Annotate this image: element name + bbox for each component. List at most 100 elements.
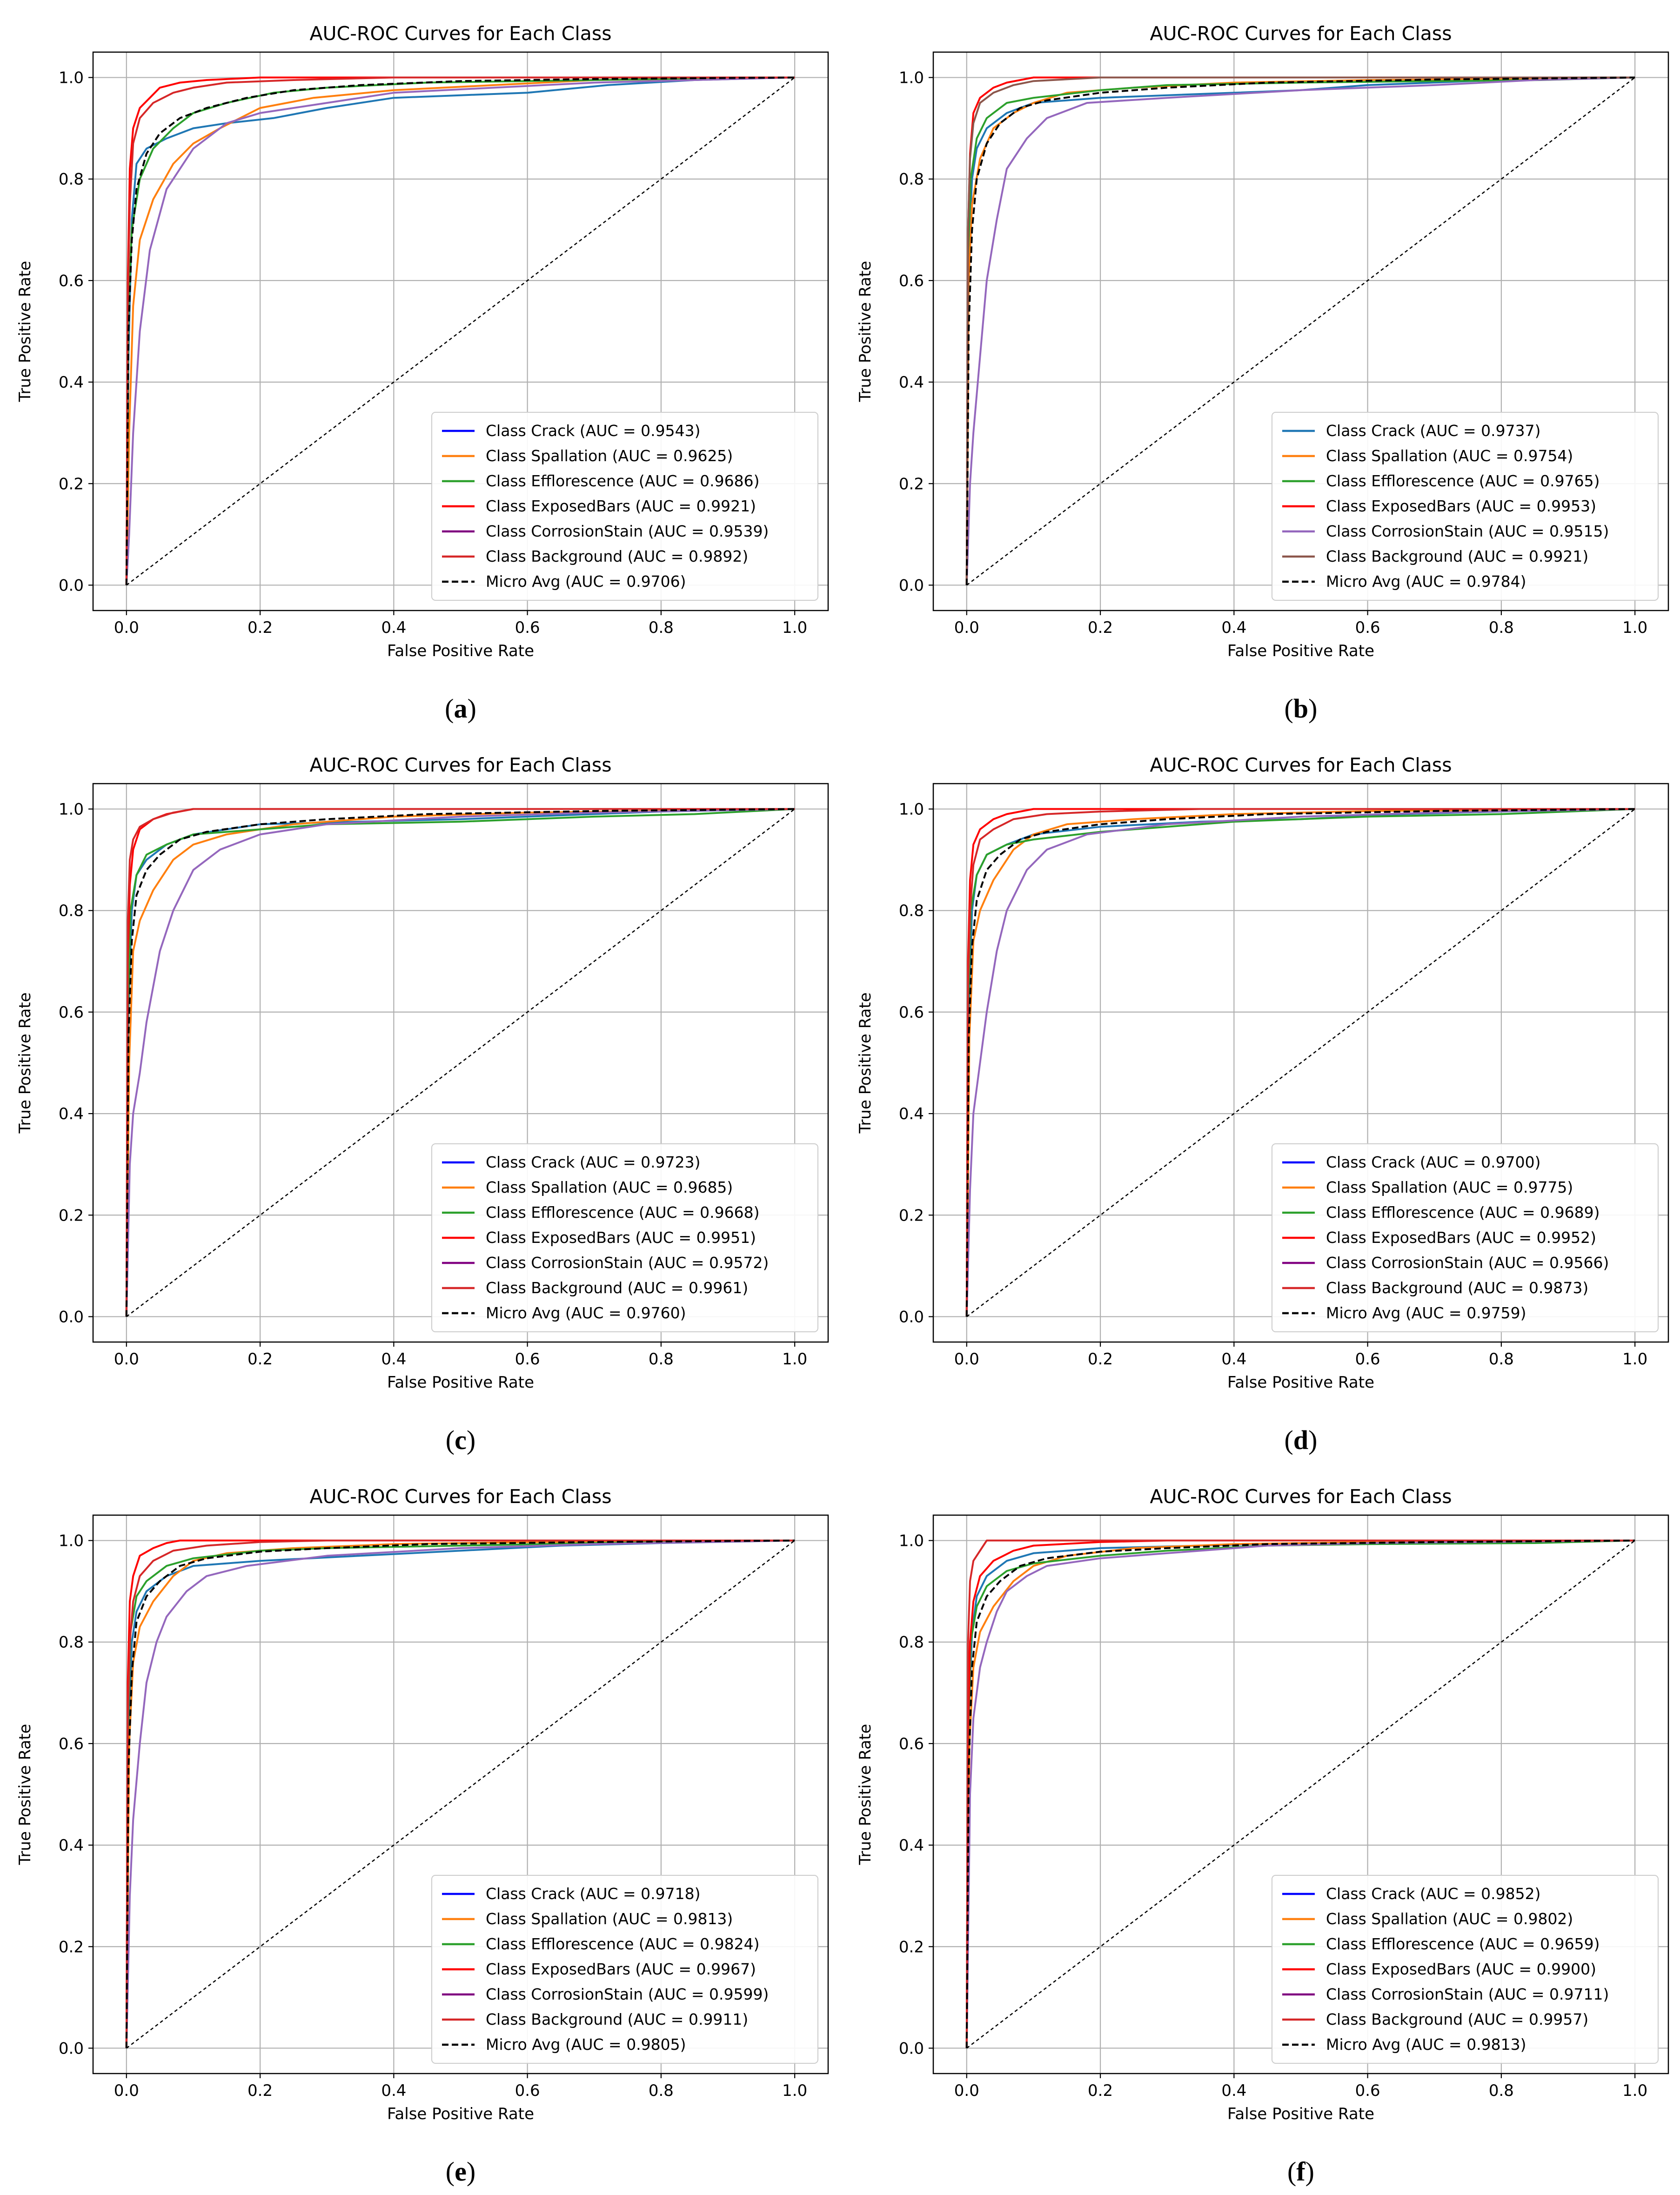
roc-curve-7 <box>125 1539 795 2048</box>
legend-label: Class Background (AUC = 0.9911) <box>486 2010 748 2028</box>
x-tick-label: 0.0 <box>114 1350 139 1369</box>
roc-curve-5 <box>125 808 795 1317</box>
y-tick-label: 0.4 <box>899 373 924 392</box>
y-tick-label: 1.0 <box>59 800 84 819</box>
y-tick-label: 0.2 <box>899 1206 924 1225</box>
series-group <box>125 808 795 1317</box>
chance-diagonal-line <box>966 808 1635 1317</box>
series-group <box>965 1539 1635 2049</box>
legend-label: Class Background (AUC = 0.9961) <box>486 1279 748 1297</box>
y-tick-label: 0.0 <box>899 2039 924 2058</box>
legend: Class Crack (AUC = 0.9723) Class Spallati… <box>431 1143 818 1332</box>
y-tick-label: 0.6 <box>59 1003 84 1022</box>
legend-box <box>1272 1143 1659 1332</box>
roc-chart-svg: AUC-ROC Curves for Each Class 0.0 0.2 0.4 0.… <box>16 22 829 724</box>
y-tick-label: 1.0 <box>899 69 924 87</box>
x-tick-label: 0.8 <box>1489 618 1514 637</box>
x-tick-label: 0.6 <box>515 1350 540 1369</box>
axes-frame <box>932 783 1669 1343</box>
roc-chart-svg: AUC-ROC Curves for Each Class 0.0 0.2 0.4 0.… <box>16 754 829 1455</box>
legend-label: Micro Avg (AUC = 0.9813) <box>1326 2035 1526 2054</box>
chart-panel-e: AUC-ROC Curves for Each Class 0.0 0.2 0.4 0.… <box>0 1463 840 2195</box>
roc-curve-6 <box>125 808 795 1317</box>
chart-title: AUC-ROC Curves for Each Class <box>1150 754 1452 776</box>
x-axis-label: False Positive Rate <box>387 642 534 660</box>
chart-panel-a: AUC-ROC Curves for Each Class 0.0 0.2 0.4 0.… <box>0 0 840 732</box>
legend-label: Class Crack (AUC = 0.9718) <box>486 1885 701 1903</box>
y-axis-label: True Positive Rate <box>16 993 34 1134</box>
legend-label: Class CorrosionStain (AUC = 0.9711) <box>1326 1985 1609 2003</box>
series-group <box>965 76 1635 586</box>
roc-curve-5 <box>965 808 1635 1317</box>
roc-curve-5 <box>125 76 795 585</box>
legend-label: Micro Avg (AUC = 0.9784) <box>1326 572 1526 591</box>
legend-label: Class Crack (AUC = 0.9543) <box>486 422 701 440</box>
legend-label: Class CorrosionStain (AUC = 0.9515) <box>1326 522 1609 540</box>
y-tick-label: 0.6 <box>899 1735 924 1753</box>
axes-frame <box>92 1514 829 2074</box>
y-tick-label: 0.2 <box>59 475 84 493</box>
legend: Class Crack (AUC = 0.9737) Class Spallati… <box>1272 412 1659 601</box>
x-tick-label: 0.8 <box>1489 1350 1514 1369</box>
legend-label: Class Background (AUC = 0.9957) <box>1326 2010 1588 2028</box>
roc-curve-5 <box>965 76 1635 585</box>
x-tick-label: 0.4 <box>1221 2081 1246 2100</box>
panel-caption-letter: d <box>1293 1425 1308 1455</box>
roc-curve-4 <box>125 1539 795 2048</box>
legend: Class Crack (AUC = 0.9700) Class Spallati… <box>1272 1143 1659 1332</box>
y-tick-label: 0.2 <box>59 1938 84 1956</box>
x-tick-label: 0.6 <box>515 2081 540 2100</box>
legend: Class Crack (AUC = 0.9718) Class Spallati… <box>431 1875 818 2064</box>
roc-curve-3 <box>965 76 1635 585</box>
legend-label: Class Spallation (AUC = 0.9625) <box>486 447 733 465</box>
y-tick-label: 1.0 <box>59 69 84 87</box>
panel-caption: (b) <box>1285 693 1318 724</box>
y-tick-label: 0.0 <box>899 1308 924 1326</box>
axes-frame <box>932 1514 1669 2074</box>
chance-diagonal-line <box>126 77 795 586</box>
y-tick-label: 0.0 <box>59 1308 84 1326</box>
x-axis-label: False Positive Rate <box>1227 642 1374 660</box>
x-tick-label: 0.2 <box>1088 1350 1113 1369</box>
legend-label: Class Crack (AUC = 0.9723) <box>486 1153 701 1171</box>
x-tick-label: 0.2 <box>248 618 273 637</box>
x-tick-label: 0.2 <box>248 1350 273 1369</box>
series-group <box>965 808 1635 1317</box>
roc-curve-6 <box>965 76 1635 585</box>
x-tick-label: 0.8 <box>649 2081 674 2100</box>
x-tick-label: 0.2 <box>248 2081 273 2100</box>
y-tick-label: 1.0 <box>899 800 924 819</box>
y-tick-label: 0.4 <box>59 373 84 392</box>
x-tick-label: 0.6 <box>515 618 540 637</box>
x-tick-label: 0.0 <box>114 2081 139 2100</box>
x-tick-label: 0.0 <box>954 618 979 637</box>
roc-curve-6 <box>125 1539 795 2048</box>
legend-label: Micro Avg (AUC = 0.9760) <box>486 1304 686 1322</box>
y-tick-label: 0.8 <box>59 170 84 189</box>
y-tick-label: 0.8 <box>59 902 84 920</box>
y-axis-label: True Positive Rate <box>856 261 875 403</box>
x-tick-label: 1.0 <box>782 1350 807 1369</box>
x-tick-label: 0.4 <box>1221 1350 1246 1369</box>
chart-panel-f: AUC-ROC Curves for Each Class 0.0 0.2 0.4 0.… <box>840 1463 1680 2195</box>
x-tick-label: 0.8 <box>649 1350 674 1369</box>
x-tick-label: 1.0 <box>1622 2081 1647 2100</box>
roc-curve-7 <box>125 76 795 585</box>
roc-chart-svg: AUC-ROC Curves for Each Class 0.0 0.2 0.4 0.… <box>856 754 1669 1455</box>
y-tick-label: 0.8 <box>899 902 924 920</box>
x-tick-label: 1.0 <box>1622 618 1647 637</box>
legend-label: Class Efflorescence (AUC = 0.9686) <box>486 472 760 490</box>
legend-label: Class Spallation (AUC = 0.9775) <box>1326 1178 1573 1196</box>
legend-label: Class CorrosionStain (AUC = 0.9572) <box>486 1254 769 1272</box>
y-tick-label: 0.4 <box>899 1105 924 1123</box>
roc-curve-2 <box>965 76 1635 585</box>
x-tick-label: 0.0 <box>954 1350 979 1369</box>
x-tick-label: 0.2 <box>1088 618 1113 637</box>
x-tick-label: 0.6 <box>1355 618 1380 637</box>
x-tick-label: 0.8 <box>1489 2081 1514 2100</box>
panel-caption-letter: b <box>1293 693 1308 724</box>
roc-curve-7 <box>965 76 1635 585</box>
legend-label: Class Background (AUC = 0.9892) <box>486 547 748 565</box>
chart-panel-d: AUC-ROC Curves for Each Class 0.0 0.2 0.4 0.… <box>840 732 1680 1463</box>
legend-label: Class Spallation (AUC = 0.9754) <box>1326 447 1573 465</box>
